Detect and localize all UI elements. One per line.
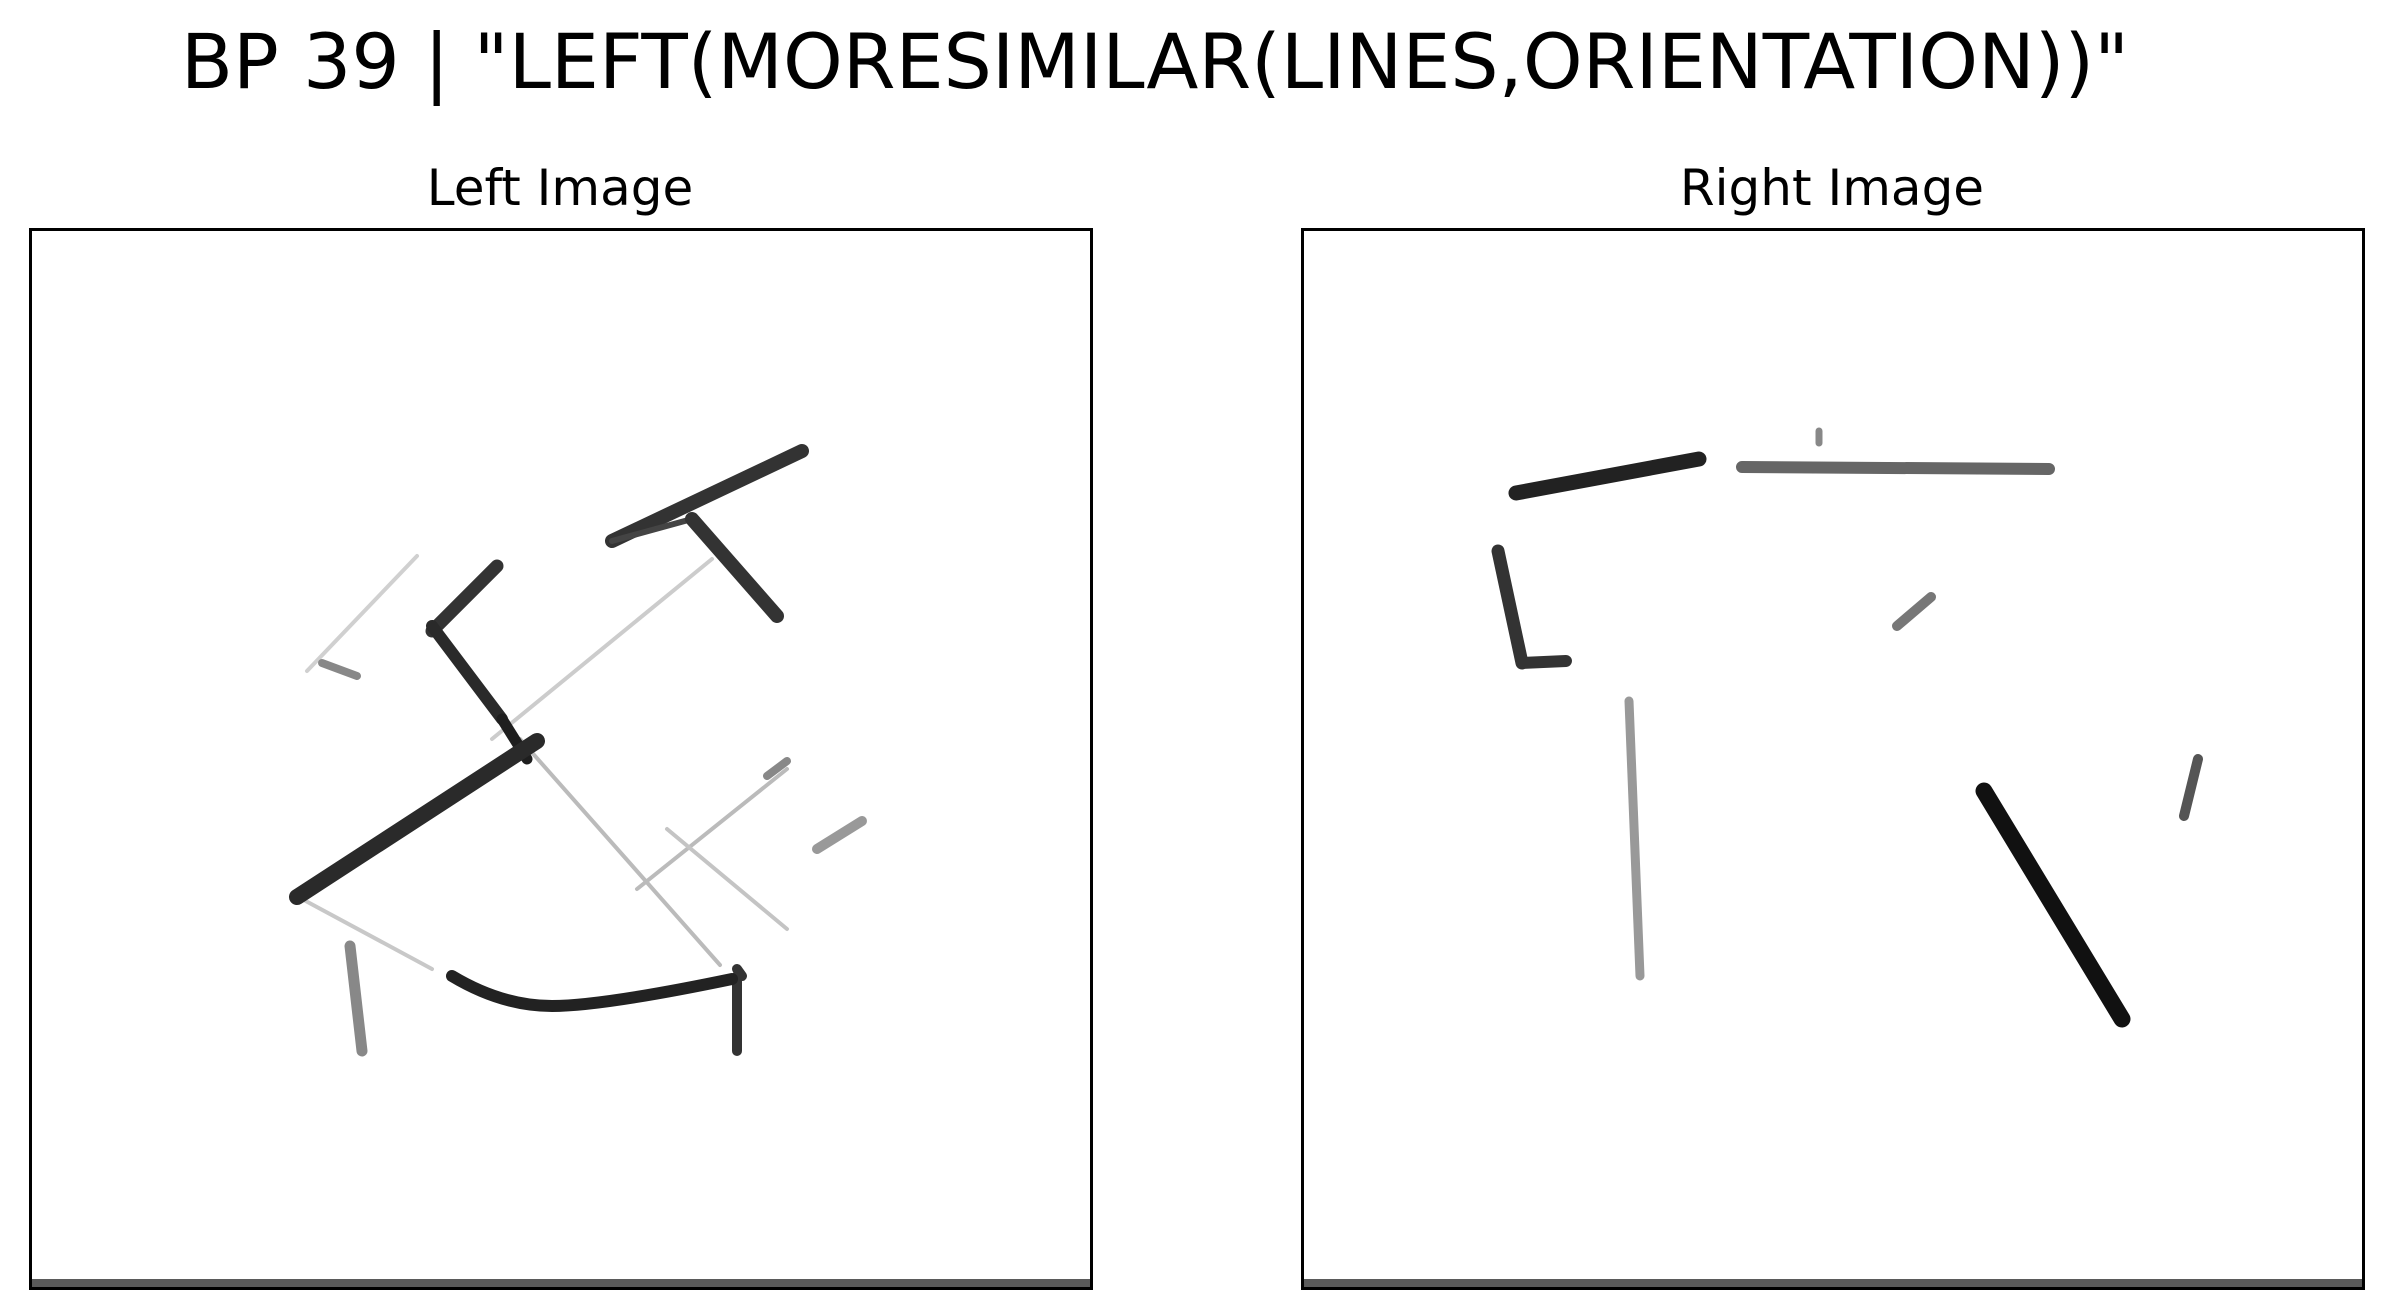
stroke-line (732, 964, 747, 981)
faint-line (518, 737, 722, 967)
stroke-line (426, 620, 508, 725)
stroke-line (609, 516, 695, 544)
stroke-line (1624, 696, 1645, 981)
right-image-panel (1301, 228, 2365, 1290)
stroke-line (289, 733, 545, 905)
stroke-curve (446, 970, 738, 1013)
stroke-line (1736, 461, 2055, 475)
faint-line (665, 827, 789, 931)
bottom-edge-shading (32, 1279, 1090, 1287)
figure-title: BP 39 | "LEFT(MORESIMILAR(LINES,ORIENTAT… (180, 17, 2130, 106)
faint-line (300, 897, 434, 971)
stroke-line (1892, 592, 1936, 631)
left-image-panel (29, 228, 1093, 1290)
stroke-line (2179, 754, 2203, 821)
stroke-line (605, 444, 809, 548)
bottom-edge-shading (1304, 1279, 2362, 1287)
faint-line (305, 554, 419, 673)
stroke-line (763, 757, 791, 780)
stroke-line (1516, 655, 1572, 669)
faint-line (635, 767, 789, 891)
stroke-line (812, 816, 867, 854)
stroke-line (344, 940, 368, 1057)
stroke-line (425, 559, 504, 638)
faint-line (490, 557, 714, 741)
stroke-line (318, 659, 361, 680)
stroke-line (1975, 782, 2131, 1028)
left-image-drawing (289, 444, 867, 1057)
stroke-line (1491, 544, 1529, 670)
stroke-line (1508, 451, 1707, 501)
right-panel-title: Right Image (1679, 159, 1985, 217)
right-image-drawing (1491, 427, 2203, 1028)
left-panel-title: Left Image (426, 159, 694, 217)
stroke-line (685, 512, 784, 623)
